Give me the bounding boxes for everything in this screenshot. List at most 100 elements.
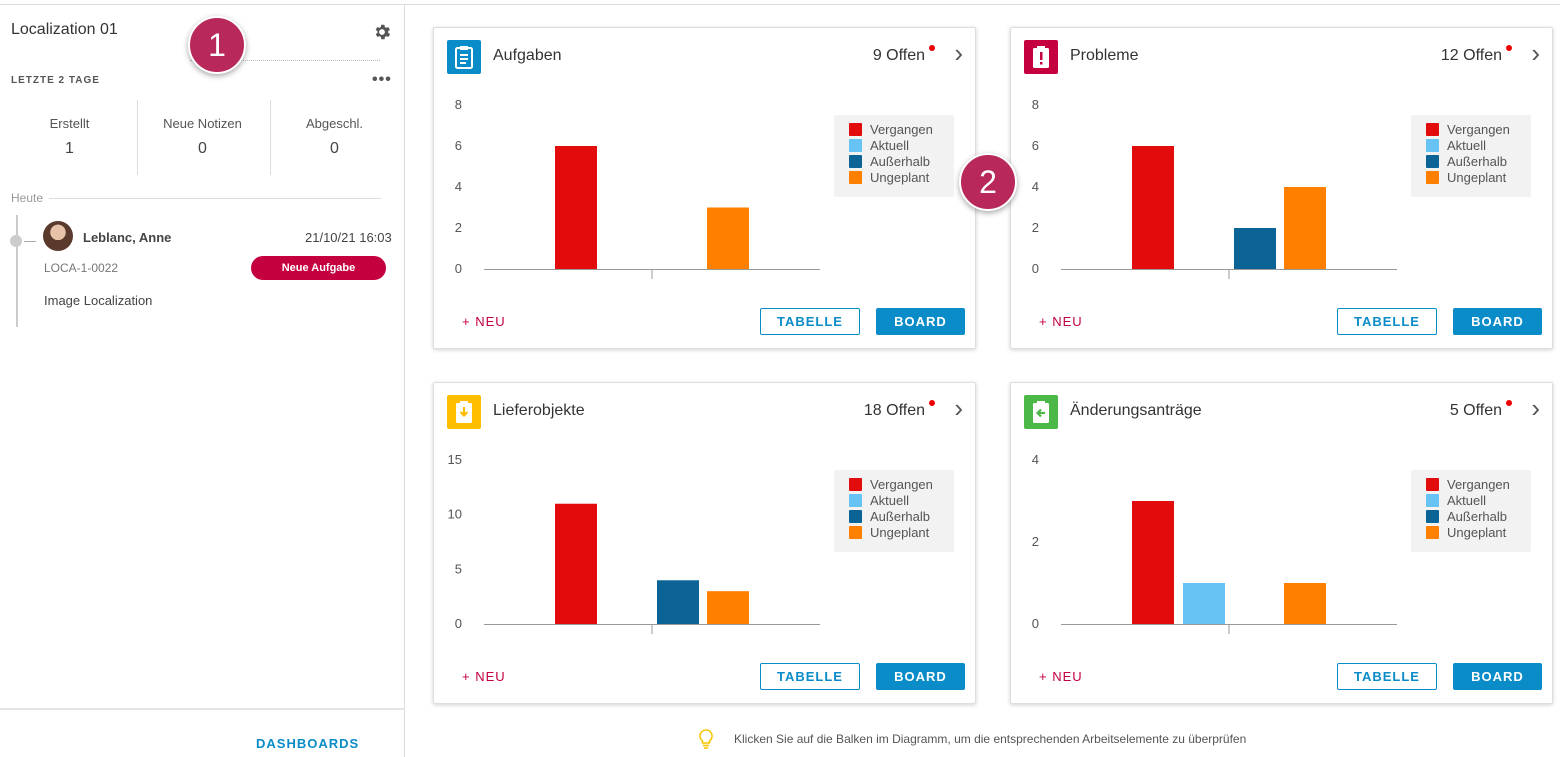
bar-3[interactable] — [707, 207, 749, 270]
entry-timestamp: 21/10/21 16:03 — [305, 230, 392, 245]
legend-item[interactable]: Ungeplant — [1426, 170, 1531, 186]
card-title: Änderungsanträge — [1070, 402, 1202, 419]
board-button[interactable]: BOARD — [1453, 663, 1542, 690]
chevron-right-icon[interactable]: › — [954, 38, 963, 68]
open-count[interactable]: 9 Offen — [872, 47, 925, 64]
legend-swatch — [849, 171, 862, 184]
chart-legend: Vergangen Aktuell Außerhalb Ungeplant — [834, 115, 954, 197]
legend-label: Vergangen — [1447, 122, 1510, 137]
legend-label: Außerhalb — [870, 154, 930, 169]
add-new-button[interactable]: + NEU — [462, 314, 506, 329]
chevron-right-icon[interactable]: › — [954, 393, 963, 423]
table-button[interactable]: TABELLE — [760, 663, 860, 690]
legend-swatch — [849, 494, 862, 507]
add-new-button[interactable]: + NEU — [1039, 669, 1083, 684]
y-tick-label: 4 — [1032, 452, 1039, 467]
gear-icon[interactable] — [372, 22, 392, 42]
bar-3[interactable] — [1284, 583, 1326, 624]
legend-item[interactable]: Aktuell — [1426, 138, 1531, 154]
legend-label: Aktuell — [870, 138, 910, 153]
avatar[interactable] — [43, 221, 73, 251]
chevron-right-icon[interactable]: › — [1531, 38, 1540, 68]
legend-item[interactable]: Außerhalb — [1426, 509, 1531, 525]
chevron-right-icon[interactable]: › — [1531, 393, 1540, 423]
add-new-button[interactable]: + NEU — [462, 669, 506, 684]
entry-author[interactable]: Leblanc, Anne — [83, 230, 172, 245]
legend-swatch — [849, 526, 862, 539]
legend-label: Vergangen — [870, 477, 933, 492]
entry-id[interactable]: LOCA-1-0022 — [44, 261, 119, 275]
legend-swatch — [1426, 139, 1439, 152]
legend-item[interactable]: Außerhalb — [849, 509, 954, 525]
stat-label: Abgeschl. — [305, 116, 364, 131]
bar-2[interactable] — [657, 580, 699, 624]
sidebar-footer: DASHBOARDS — [0, 708, 405, 757]
legend-item[interactable]: Vergangen — [849, 477, 954, 493]
notification-dot — [1506, 400, 1512, 406]
chart-legend: Vergangen Aktuell Außerhalb Ungeplant — [1411, 115, 1531, 197]
legend-item[interactable]: Vergangen — [1426, 477, 1531, 493]
y-tick-label: 4 — [455, 179, 462, 194]
card-problems: Probleme 12 Offen › 0 2 4 6 8 Vergangen Aktuell Au… — [1010, 27, 1553, 349]
board-button[interactable]: BOARD — [876, 663, 965, 690]
add-new-button[interactable]: + NEU — [1039, 314, 1083, 329]
bar-0[interactable] — [1132, 146, 1174, 269]
bar-chart: 0 2 4 6 8 — [1032, 97, 1397, 279]
open-count[interactable]: 5 Offen — [1449, 402, 1502, 419]
legend-item[interactable]: Ungeplant — [1426, 525, 1531, 541]
period-label: LETZTE 2 TAGE — [11, 75, 100, 86]
bar-0[interactable] — [1132, 501, 1174, 624]
entry-description[interactable]: Image Localization — [44, 293, 153, 308]
stat-divider — [137, 100, 138, 175]
today-label: Heute — [11, 191, 50, 205]
legend-item[interactable]: Ungeplant — [849, 170, 954, 186]
legend-item[interactable]: Vergangen — [849, 122, 954, 138]
board-button[interactable]: BOARD — [876, 308, 965, 335]
stat-label: Erstellt — [49, 116, 90, 131]
board-button[interactable]: BOARD — [1453, 308, 1542, 335]
legend-label: Vergangen — [1447, 477, 1510, 492]
legend-label: Vergangen — [870, 122, 933, 137]
card-title: Aufgaben — [493, 47, 562, 64]
bar-3[interactable] — [1284, 187, 1326, 269]
notification-dot — [1506, 45, 1512, 51]
open-count[interactable]: 12 Offen — [1440, 47, 1502, 64]
bar-0[interactable] — [555, 146, 597, 269]
y-tick-label: 0 — [455, 616, 462, 631]
timeline-connector — [24, 241, 36, 242]
legend-swatch — [1426, 123, 1439, 136]
open-count[interactable]: 18 Offen — [863, 402, 925, 419]
dashboards-link[interactable]: DASHBOARDS — [256, 736, 360, 751]
bar-1[interactable] — [1183, 583, 1225, 624]
notification-dot — [929, 400, 935, 406]
legend-swatch — [849, 478, 862, 491]
legend-item[interactable]: Aktuell — [849, 493, 954, 509]
legend-item[interactable]: Aktuell — [849, 138, 954, 154]
y-tick-label: 0 — [1032, 261, 1039, 276]
legend-item[interactable]: Ungeplant — [849, 525, 954, 541]
bar-0[interactable] — [555, 503, 597, 624]
legend-item[interactable]: Außerhalb — [849, 154, 954, 170]
table-button[interactable]: TABELLE — [1337, 663, 1437, 690]
card-title: Lieferobjekte — [493, 402, 585, 419]
timeline-line — [16, 215, 18, 327]
top-divider — [0, 4, 1560, 5]
legend-item[interactable]: Vergangen — [1426, 122, 1531, 138]
y-tick-label: 2 — [1032, 220, 1039, 235]
legend-item[interactable]: Außerhalb — [1426, 154, 1531, 170]
card-change-requests: Änderungsanträge 5 Offen › 0 2 4 Vergangen Aktu… — [1010, 382, 1553, 704]
table-button[interactable]: TABELLE — [1337, 308, 1437, 335]
bar-2[interactable] — [1234, 228, 1276, 269]
legend-item[interactable]: Aktuell — [1426, 493, 1531, 509]
new-task-badge[interactable]: Neue Aufgabe — [251, 256, 386, 280]
y-tick-label: 4 — [1032, 179, 1039, 194]
y-tick-label: 15 — [448, 452, 462, 467]
table-button[interactable]: TABELLE — [760, 308, 860, 335]
bar-3[interactable] — [707, 591, 749, 624]
stat-completed: Abgeschl. 0 — [268, 100, 401, 175]
more-options-icon[interactable]: ••• — [372, 71, 392, 88]
legend-swatch — [849, 510, 862, 523]
legend-label: Ungeplant — [870, 525, 930, 540]
y-tick-label: 0 — [455, 261, 462, 276]
